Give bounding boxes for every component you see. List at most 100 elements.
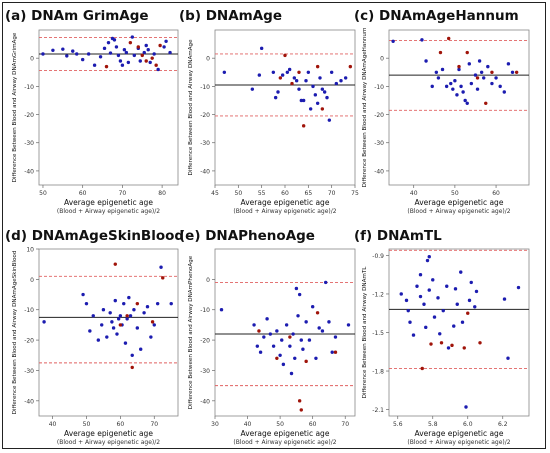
data-point-blue [130, 353, 134, 357]
x-tick-label: 30 [211, 421, 219, 428]
y-tick-label: -30 [24, 368, 34, 375]
data-point-blue [446, 346, 451, 350]
y-tick-label: -40 [200, 168, 210, 175]
data-point-blue [467, 62, 471, 66]
data-point-blue [463, 98, 467, 103]
data-point-blue [424, 59, 428, 63]
data-point-red [275, 356, 279, 361]
y-tick-label: -20 [200, 112, 210, 119]
y-tick-label: -10 [24, 84, 34, 91]
y-tick-label: -10 [374, 84, 384, 91]
data-point-blue [273, 95, 278, 100]
data-point-red [304, 359, 308, 364]
x-tick-label: 65 [305, 190, 313, 197]
data-point-blue [420, 38, 424, 42]
data-point-red [439, 341, 444, 345]
data-point-blue [460, 320, 465, 324]
data-point-blue [444, 84, 449, 89]
x-tick-label: 5.6 [393, 421, 403, 428]
data-point-blue [280, 338, 284, 342]
data-point-blue [114, 45, 119, 49]
data-point-blue [427, 255, 431, 259]
data-point-red [290, 81, 294, 86]
panel-3: (c) DNAmAgeHannum 0 -10 -20 -30 -40 40 50 60Aver… [354, 8, 530, 215]
data-point-red [104, 64, 109, 69]
data-point-blue [320, 329, 325, 333]
data-point-blue [259, 46, 264, 51]
data-point-red [288, 335, 292, 339]
data-point-blue [132, 308, 136, 312]
data-point-blue [304, 320, 308, 324]
data-point-blue [271, 70, 276, 74]
data-point-red [438, 50, 443, 55]
data-point-blue [314, 356, 318, 361]
data-point-blue [280, 73, 285, 77]
data-point-blue [156, 67, 160, 72]
data-point-blue [276, 90, 280, 94]
data-point-blue [482, 76, 486, 80]
panel-title: (d) DNAmAgeSkinBlood [5, 228, 184, 244]
data-point-blue [424, 325, 428, 330]
data-point-blue [451, 87, 455, 91]
data-point-blue [291, 332, 295, 336]
panel-1: (a) DNAm GrimAge 0 -10 -20 -30 -40 50 60 70 80 Ave… [5, 8, 179, 215]
data-point-blue [322, 90, 327, 94]
plot-frame [38, 248, 179, 417]
panel-title: (e) DNAPhenoAge [179, 228, 315, 244]
data-point-blue [75, 52, 79, 56]
data-point-blue [467, 298, 472, 303]
y-tick-label: -30 [200, 368, 210, 375]
data-point-blue [486, 64, 490, 69]
data-point-red [320, 107, 325, 111]
data-point-blue [124, 50, 129, 55]
data-point-blue [430, 84, 434, 89]
data-point-red [297, 70, 301, 74]
data-point-blue [343, 76, 348, 80]
y-tick-label: 0 [206, 56, 210, 63]
data-point-blue [306, 70, 311, 74]
x-tick-label: 80 [158, 190, 166, 197]
x-axis-sublabel: (Blood + Airway epigenetic age)/2 [233, 439, 336, 446]
data-point-blue [474, 289, 479, 294]
data-point-blue [222, 70, 227, 74]
panel-6: (f) DNAmTL -0.9 -1.2 -1.5 -1.8 -2.1 5.6 5.8 6.0 6… [354, 228, 530, 446]
x-axis-label: Average epigenetic age [415, 198, 504, 207]
data-point-blue [113, 298, 117, 303]
data-point-red [462, 346, 466, 350]
x-tick-label: 50 [276, 421, 284, 428]
data-point-blue [469, 280, 473, 285]
data-point-blue [142, 311, 146, 315]
data-point-blue [80, 57, 85, 62]
x-tick-label: 60 [309, 421, 317, 428]
data-point-blue [162, 45, 166, 49]
y-tick-label: 0 [206, 277, 210, 284]
data-point-blue [418, 272, 423, 277]
x-tick-label: 70 [341, 421, 349, 428]
data-point-blue [118, 59, 123, 63]
data-point-blue [159, 265, 163, 269]
data-point-blue [142, 50, 146, 55]
data-point-red [140, 53, 144, 58]
data-point-blue [461, 90, 465, 94]
data-point-red [450, 343, 454, 348]
x-tick-label: 60 [281, 190, 289, 197]
data-point-blue [118, 314, 123, 318]
data-point-blue [506, 356, 510, 360]
data-point-blue [128, 314, 133, 318]
data-point-blue [287, 67, 292, 72]
data-point-blue [81, 292, 85, 297]
data-point-blue [250, 87, 255, 91]
data-point-red [125, 314, 129, 318]
data-point-blue [100, 323, 104, 327]
data-point-blue [301, 347, 305, 351]
data-point-blue [449, 81, 453, 86]
data-point-blue [315, 101, 320, 105]
data-point-blue [262, 335, 266, 339]
y-tick-label: -30 [374, 140, 384, 147]
data-point-blue [108, 311, 112, 315]
data-point-blue [431, 278, 435, 282]
x-axis-label: Average epigenetic age [64, 198, 153, 207]
data-point-blue [299, 338, 303, 342]
y-tick-label: -20 [374, 112, 384, 119]
